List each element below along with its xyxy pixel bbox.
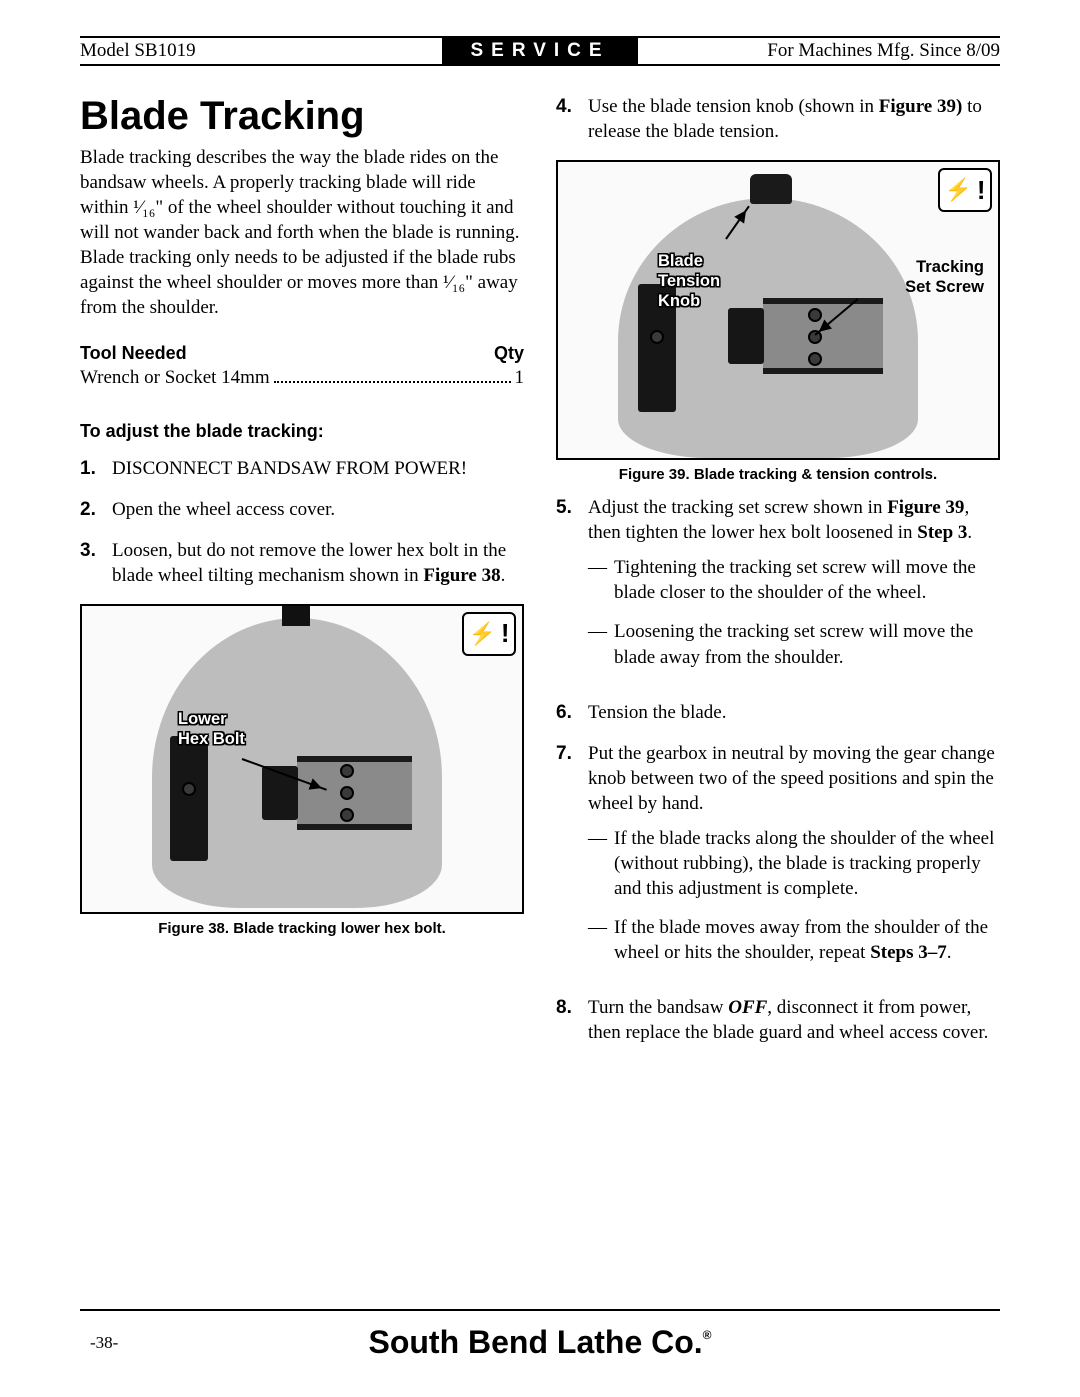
- step-number: 4.: [556, 94, 588, 144]
- step-number: 3.: [80, 538, 112, 588]
- step-number: 1.: [80, 456, 112, 481]
- step-item: 5.Adjust the tracking set screw shown in…: [556, 495, 1000, 683]
- dash-item: —If the blade tracks along the shoulder …: [588, 826, 1000, 901]
- dash-text: Tightening the tracking set screw will m…: [614, 555, 1000, 605]
- figure-39: ⚡! Blade Tension Knob Tracking Set Screw: [556, 160, 1000, 460]
- procedure-subhead: To adjust the blade tracking:: [80, 421, 524, 442]
- step-number: 2.: [80, 497, 112, 522]
- footer-rule: [80, 1309, 1000, 1311]
- step-text: Open the wheel access cover.: [112, 497, 524, 522]
- step-text: DISCONNECT BANDSAW FROM POWER!: [112, 456, 524, 481]
- dash-item: —Tightening the tracking set screw will …: [588, 555, 1000, 605]
- brand-footer: South Bend Lathe Co.®: [0, 1324, 1080, 1361]
- tool-header-row: Tool Needed Qty: [80, 343, 524, 364]
- dash-marker: —: [588, 915, 614, 965]
- dash-text: Loosening the tracking set screw will mo…: [614, 619, 1000, 669]
- page-header: Model SB1019 SERVICE For Machines Mfg. S…: [80, 36, 1000, 66]
- page-title: Blade Tracking: [80, 94, 524, 139]
- step-item: 2.Open the wheel access cover.: [80, 497, 524, 522]
- leader-dots: [274, 364, 511, 383]
- tool-qty: 1: [515, 367, 525, 389]
- dash-item: —If the blade moves away from the should…: [588, 915, 1000, 965]
- step-item: 3.Loosen, but do not remove the lower he…: [80, 538, 524, 588]
- step-4: 4.Use the blade tension knob (shown in F…: [556, 94, 1000, 160]
- mfg-date-label: For Machines Mfg. Since 8/09: [638, 38, 1000, 64]
- step-text: Adjust the tracking set screw shown in F…: [588, 495, 1000, 683]
- steps-left: 1.DISCONNECT BANDSAW FROM POWER!2.Open t…: [80, 456, 524, 604]
- step-item: 8.Turn the bandsaw OFF, disconnect it fr…: [556, 995, 1000, 1045]
- step-item: 4.Use the blade tension knob (shown in F…: [556, 94, 1000, 144]
- dash-marker: —: [588, 555, 614, 605]
- step-item: 1.DISCONNECT BANDSAW FROM POWER!: [80, 456, 524, 481]
- fig39-callout-1: Blade Tension Knob: [658, 252, 720, 311]
- step-number: 5.: [556, 495, 588, 683]
- dash-text: If the blade tracks along the shoulder o…: [614, 826, 1000, 901]
- step-text: Turn the bandsaw OFF, disconnect it from…: [588, 995, 1000, 1045]
- dash-text: If the blade moves away from the shoulde…: [614, 915, 1000, 965]
- section-label: SERVICE: [442, 38, 637, 64]
- model-label: Model SB1019: [80, 38, 442, 64]
- dash-list: —If the blade tracks along the shoulder …: [588, 826, 1000, 965]
- dash-list: —Tightening the tracking set screw will …: [588, 555, 1000, 669]
- step-text: Use the blade tension knob (shown in Fig…: [588, 94, 1000, 144]
- step-text: Loosen, but do not remove the lower hex …: [112, 538, 524, 588]
- tool-name: Wrench or Socket 14mm: [80, 367, 270, 389]
- step-number: 7.: [556, 741, 588, 980]
- fig38-callout: Lower Hex Bolt: [178, 710, 245, 750]
- step-item: 6.Tension the blade.: [556, 700, 1000, 725]
- step-text: Put the gearbox in neutral by moving the…: [588, 741, 1000, 980]
- qty-label: Qty: [494, 343, 524, 364]
- steps-right: 5.Adjust the tracking set screw shown in…: [556, 495, 1000, 1061]
- intro-paragraph: Blade tracking describes the way the bla…: [80, 145, 524, 321]
- dash-marker: —: [588, 619, 614, 669]
- unplug-icon: ⚡!: [462, 612, 516, 656]
- unplug-icon: ⚡!: [938, 168, 992, 212]
- step-item: 7.Put the gearbox in neutral by moving t…: [556, 741, 1000, 980]
- fig39-callout-2: Tracking Set Screw: [905, 258, 984, 298]
- fig38-caption: Figure 38. Blade tracking lower hex bolt…: [80, 920, 524, 937]
- fig39-caption: Figure 39. Blade tracking & tension cont…: [556, 466, 1000, 483]
- step-number: 6.: [556, 700, 588, 725]
- dash-item: —Loosening the tracking set screw will m…: [588, 619, 1000, 669]
- dash-marker: —: [588, 826, 614, 901]
- right-column: 4.Use the blade tension knob (shown in F…: [556, 94, 1000, 1061]
- tool-item-row: Wrench or Socket 14mm 1: [80, 364, 524, 389]
- step-number: 8.: [556, 995, 588, 1045]
- figure-38: ⚡! Lower Hex Bolt: [80, 604, 524, 914]
- tool-needed-label: Tool Needed: [80, 343, 494, 364]
- left-column: Blade Tracking Blade tracking describes …: [80, 94, 524, 1061]
- step-text: Tension the blade.: [588, 700, 1000, 725]
